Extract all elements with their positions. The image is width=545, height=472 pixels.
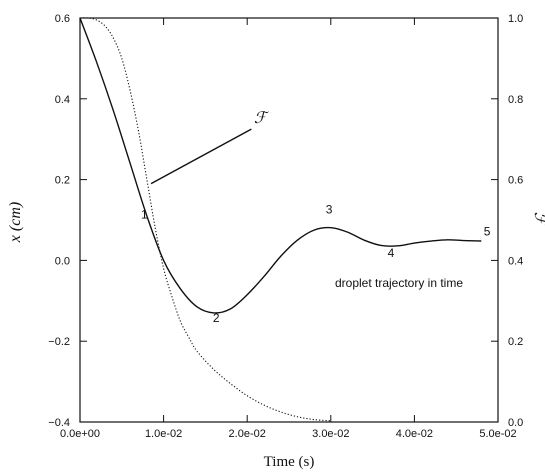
x-tick-label: 3.0e-02	[312, 428, 349, 440]
ticks-layer: 0.0e+00 1.0e-02 2.0e-02 3.0e-02 4.0e-02 5.0e-…	[48, 13, 523, 440]
x-tick-label: 5.0e-02	[479, 428, 516, 440]
y-axis-title-left: x (cm)	[7, 202, 24, 243]
point-label-4: 4	[388, 246, 395, 260]
annotation-trajectory-label: droplet trajectory in time	[335, 276, 463, 290]
x-tick-label: 1.0e-02	[145, 428, 182, 440]
x-tick-label: 0.0e+00	[60, 428, 100, 440]
annotation-pointer-line	[150, 128, 252, 185]
y-left-tick-label: 0.4	[55, 94, 70, 106]
y-left-tick-label: −0.2	[48, 336, 70, 348]
plot-frame	[79, 17, 499, 423]
y-right-tick-label: 1.0	[508, 13, 523, 25]
y-right-tick-label: 0.8	[508, 94, 523, 106]
x-axis-title: Time (s)	[264, 454, 315, 470]
x-tick-label: 4.0e-02	[396, 428, 433, 440]
y-axis-title-right: ℱ	[531, 212, 545, 228]
y-right-tick-label: 0.4	[508, 255, 523, 267]
labels-layer: 1 2 3 4 5 droplet trajectory in time ℱ	[141, 108, 491, 325]
y-left-tick-label: −0.4	[48, 417, 70, 429]
point-label-5: 5	[484, 224, 491, 238]
series-line-x	[79, 17, 482, 314]
y-left-tick-label: 0.0	[55, 255, 70, 267]
point-label-1: 1	[141, 207, 148, 221]
y-right-tick-label: 0.2	[508, 336, 523, 348]
y-left-tick-label: 0.6	[55, 13, 70, 25]
annotation-f-label: ℱ	[254, 108, 270, 127]
x-tick-label: 2.0e-02	[229, 428, 266, 440]
point-label-3: 3	[326, 203, 333, 217]
y-right-tick-label: 0.0	[508, 417, 523, 429]
point-label-2: 2	[213, 311, 220, 325]
series-layer	[79, 17, 482, 422]
y-right-tick-label: 0.6	[508, 175, 523, 187]
series-line-f	[79, 17, 331, 422]
y-left-tick-label: 0.2	[55, 175, 70, 187]
